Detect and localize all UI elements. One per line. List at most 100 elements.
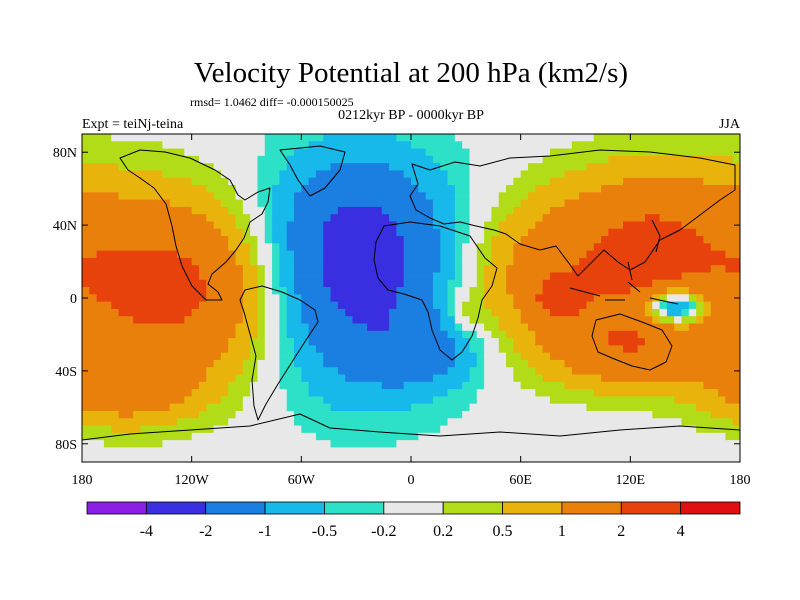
field-cell (264, 308, 280, 317)
colorbar-swatch (502, 501, 563, 515)
field-cell (549, 206, 740, 215)
field-cell (82, 432, 193, 441)
field-cell (308, 381, 383, 390)
field-cell (396, 228, 441, 237)
field-cell (82, 345, 229, 354)
field-cell (703, 381, 740, 390)
field-cell (235, 192, 259, 201)
colorbar-label: -4 (140, 523, 153, 540)
field-cell (469, 155, 544, 164)
field-cell (279, 316, 288, 325)
field-cell (432, 279, 449, 288)
field-cell (82, 199, 171, 208)
field-cell (469, 185, 507, 193)
field-cell (206, 403, 244, 412)
field-cell (323, 396, 434, 405)
field-cell (82, 206, 193, 215)
colorbar-label: 0.5 (493, 523, 513, 540)
coast-greenland (279, 145, 346, 197)
field-cell (447, 367, 471, 376)
subtitle-right: JJA (719, 117, 741, 132)
field-cell (301, 308, 346, 317)
field-cell (323, 279, 405, 288)
field-cell (264, 272, 273, 281)
field-cell (447, 170, 471, 179)
colorbar-swatch (442, 501, 503, 515)
field-cell (454, 199, 471, 208)
field-cell (264, 323, 280, 332)
field-cell (491, 308, 522, 317)
field-cell (652, 308, 661, 317)
field-cell (593, 243, 712, 252)
field-cell (330, 403, 412, 412)
field-cell (242, 272, 259, 281)
field-cell (279, 352, 295, 361)
field-cell (696, 301, 705, 310)
field-cell (411, 141, 463, 150)
x-tick-label: 120E (616, 473, 646, 488)
field-cell (82, 316, 134, 325)
field-cell (506, 287, 544, 295)
field-cell (257, 301, 266, 310)
field-cell (571, 367, 740, 376)
field-cell (345, 374, 434, 383)
field-cell (535, 221, 624, 230)
field-cell (506, 359, 529, 368)
field-cell (454, 228, 471, 237)
field-cell (506, 272, 551, 281)
field-cell (272, 243, 280, 252)
field-cell (330, 163, 390, 172)
field-cell (279, 272, 295, 281)
field-cell (279, 359, 295, 368)
field-cell (235, 374, 259, 383)
field-cell (447, 279, 463, 288)
field-cell (593, 389, 719, 397)
field-cell (411, 177, 449, 186)
field-cell (301, 367, 339, 376)
field-cell (454, 294, 471, 303)
field-cell (301, 374, 346, 383)
field-cell (447, 294, 456, 303)
field-cell (579, 308, 646, 317)
field-cell (542, 374, 602, 383)
field-cell (308, 330, 449, 339)
field-cell (279, 243, 288, 252)
field-cell (228, 243, 251, 252)
field-cell (294, 199, 434, 208)
field-cell (644, 214, 661, 223)
field-cell (242, 359, 259, 368)
field-cell (279, 323, 288, 332)
field-cell (462, 265, 478, 274)
field-cell (301, 185, 419, 193)
field-cell (242, 367, 259, 376)
field-cell (286, 287, 295, 295)
field-cell (484, 228, 500, 237)
field-cell (440, 228, 456, 237)
field-cell (198, 265, 244, 274)
field-cell (476, 396, 551, 405)
field-cell (506, 352, 522, 361)
field-cell (294, 359, 324, 368)
field-cell (403, 170, 449, 179)
field-cell (484, 338, 500, 346)
field-cell (294, 265, 324, 274)
colorbar-swatch (620, 501, 682, 515)
field-cell (257, 367, 280, 376)
field-cell (469, 345, 485, 354)
field-cell (272, 236, 288, 244)
field-cell (659, 214, 740, 223)
field-cell (198, 301, 244, 310)
field-cell (403, 236, 441, 244)
field-cell (491, 206, 514, 215)
field-cell (476, 359, 485, 368)
field-cell (454, 345, 471, 354)
field-cell (82, 177, 193, 186)
field-cell (586, 301, 646, 310)
colorbar-swatch (205, 501, 266, 515)
field-cell (198, 410, 237, 419)
field-cell (389, 163, 441, 172)
field-cell (484, 265, 507, 274)
field-cell (527, 323, 675, 332)
field-cell (257, 185, 273, 193)
field-cell (272, 250, 280, 259)
